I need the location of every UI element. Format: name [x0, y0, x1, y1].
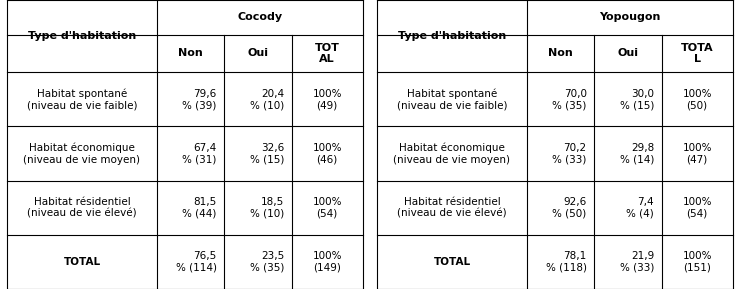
Text: 100%
(49): 100% (49): [312, 88, 342, 110]
Text: TOTAL: TOTAL: [64, 257, 101, 267]
Text: 81,5
% (44): 81,5 % (44): [182, 197, 217, 218]
Text: 79,6
% (39): 79,6 % (39): [182, 88, 217, 110]
Text: Habitat spontané
(niveau de vie faible): Habitat spontané (niveau de vie faible): [27, 88, 137, 110]
Text: TOTA
L: TOTA L: [681, 43, 713, 64]
Text: 29,8
% (14): 29,8 % (14): [620, 143, 654, 164]
Text: 100%
(50): 100% (50): [682, 88, 712, 110]
Text: Oui: Oui: [617, 49, 639, 58]
Text: 30,0
% (15): 30,0 % (15): [620, 88, 654, 110]
Text: Cocody: Cocody: [237, 12, 282, 22]
Text: 78,1
% (118): 78,1 % (118): [545, 251, 587, 273]
Text: 21,9
% (33): 21,9 % (33): [620, 251, 654, 273]
Text: 100%
(151): 100% (151): [682, 251, 712, 273]
Text: Habitat résidentiel
(niveau de vie élevé): Habitat résidentiel (niveau de vie élevé…: [27, 197, 137, 218]
Text: 76,5
% (114): 76,5 % (114): [175, 251, 217, 273]
Text: TOTAL: TOTAL: [434, 257, 471, 267]
Text: 18,5
% (10): 18,5 % (10): [250, 197, 284, 218]
Text: 100%
(149): 100% (149): [312, 251, 342, 273]
Text: 32,6
% (15): 32,6 % (15): [250, 143, 284, 164]
Text: Habitat résidentiel
(niveau de vie élevé): Habitat résidentiel (niveau de vie élevé…: [397, 197, 507, 218]
Text: 92,6
% (50): 92,6 % (50): [553, 197, 587, 218]
Text: 7,4
% (4): 7,4 % (4): [626, 197, 654, 218]
Text: Yopougon: Yopougon: [599, 12, 660, 22]
Text: 100%
(47): 100% (47): [682, 143, 712, 164]
Text: 20,4
% (10): 20,4 % (10): [250, 88, 284, 110]
Text: Habitat économique
(niveau de vie moyen): Habitat économique (niveau de vie moyen): [394, 142, 511, 164]
Text: Type d'habitation: Type d'habitation: [28, 31, 136, 41]
Text: Non: Non: [548, 49, 573, 58]
Text: Habitat économique
(niveau de vie moyen): Habitat économique (niveau de vie moyen): [24, 142, 141, 164]
Text: 67,4
% (31): 67,4 % (31): [182, 143, 217, 164]
Text: 100%
(46): 100% (46): [312, 143, 342, 164]
Text: TOT
AL: TOT AL: [314, 43, 340, 64]
Text: Oui: Oui: [247, 49, 269, 58]
Text: 23,5
% (35): 23,5 % (35): [250, 251, 284, 273]
Text: 70,2
% (33): 70,2 % (33): [552, 143, 587, 164]
Text: 100%
(54): 100% (54): [682, 197, 712, 218]
Text: 100%
(54): 100% (54): [312, 197, 342, 218]
Text: 70,0
% (35): 70,0 % (35): [552, 88, 587, 110]
Text: Type d'habitation: Type d'habitation: [398, 31, 506, 41]
Text: Non: Non: [178, 49, 203, 58]
Text: Habitat spontané
(niveau de vie faible): Habitat spontané (niveau de vie faible): [397, 88, 507, 110]
